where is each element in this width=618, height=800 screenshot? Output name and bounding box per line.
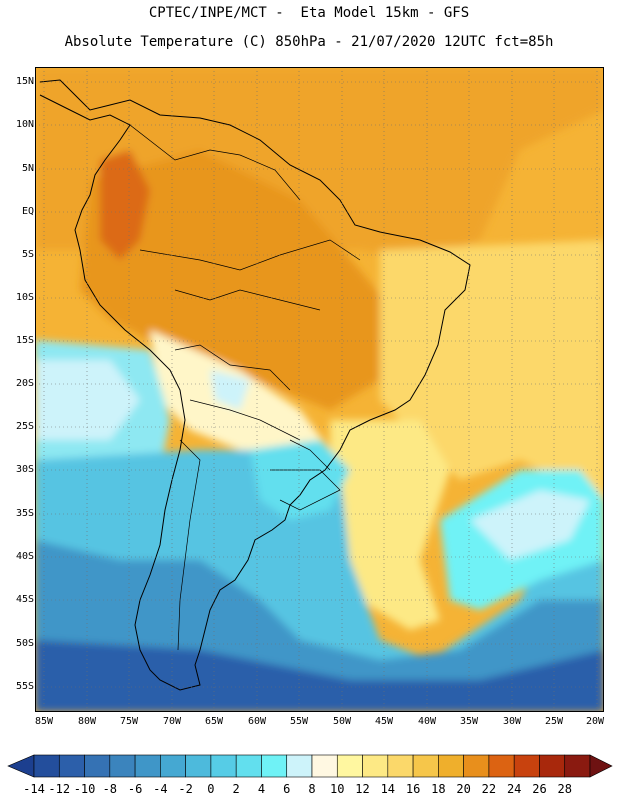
lon-label: 45W xyxy=(374,716,394,727)
field-pale-swirl-core xyxy=(470,490,590,560)
temperature-map xyxy=(35,67,604,712)
colorbar-swatch xyxy=(109,754,136,778)
colorbar-label: 12 xyxy=(355,782,370,796)
color-scale-bar xyxy=(7,754,613,778)
field-hot-andes xyxy=(100,150,150,260)
field-yellow-atlantic xyxy=(380,240,604,500)
lat-label: 45S xyxy=(15,594,34,605)
colorbar-label: -12 xyxy=(48,782,71,796)
colorbar-label: -14 xyxy=(23,782,45,796)
lat-label: 30S xyxy=(15,464,34,475)
colorbar-swatch xyxy=(286,754,313,778)
lon-label: 80W xyxy=(77,716,97,727)
colorbar-swatch xyxy=(311,754,338,778)
lon-label: 30W xyxy=(502,716,522,727)
lon-label: 65W xyxy=(204,716,224,727)
lat-label: EQ xyxy=(21,206,34,217)
colorbar-label: 8 xyxy=(308,782,316,796)
lat-label: 15S xyxy=(15,335,34,346)
title-line-1: CPTEC/INPE/MCT - Eta Model 15km - GFS xyxy=(148,5,470,21)
lat-label: 15N xyxy=(15,76,34,87)
lon-label: 50W xyxy=(332,716,352,727)
colorbar-swatch xyxy=(235,754,262,778)
lon-label: 25W xyxy=(544,716,564,727)
colorbar-swatch xyxy=(84,754,111,778)
lon-label: 70W xyxy=(162,716,182,727)
colorbar-swatch xyxy=(438,754,464,778)
lat-label: 35S xyxy=(15,508,34,519)
colorbar-swatch xyxy=(134,754,161,778)
lat-label: 20S xyxy=(15,378,34,389)
lon-label: 40W xyxy=(417,716,437,727)
colorbar-label: 26 xyxy=(532,782,547,796)
colorbar-swatch xyxy=(58,754,85,778)
continent-outline xyxy=(39,79,471,691)
colorbar-swatch xyxy=(210,754,237,778)
lon-label: 75W xyxy=(119,716,139,727)
colorbar-min-arrow xyxy=(7,754,35,778)
colorbar-swatch xyxy=(387,754,414,778)
lat-label: 25S xyxy=(15,421,34,432)
title-line-2: Absolute Temperature (C) 850hPa - 21/07/… xyxy=(64,34,554,50)
colorbar-swatch xyxy=(261,754,288,778)
colorbar-label: -4 xyxy=(153,782,168,796)
lat-label: 40S xyxy=(15,551,34,562)
lat-label: 5S xyxy=(21,249,34,260)
colorbar-label: 6 xyxy=(283,782,291,796)
field-pale-cyan-chaco xyxy=(210,370,250,410)
field-orange-continent xyxy=(80,150,400,410)
field-cold-south-deeper xyxy=(35,640,604,712)
colorbar-swatch xyxy=(488,754,515,778)
colorbar-swatch xyxy=(564,754,591,778)
colorbar-label: 0 xyxy=(207,782,215,796)
field-light-yellow-coast xyxy=(330,420,450,630)
lon-label: 85W xyxy=(34,716,54,727)
lon-label: 60W xyxy=(247,716,267,727)
lat-label: 55S xyxy=(15,681,34,692)
field-cold-pacific-pale xyxy=(35,360,140,440)
field-cyan-plume xyxy=(250,440,350,520)
lat-label: 10S xyxy=(15,292,34,303)
lat-lon-grid xyxy=(35,67,604,712)
map-border xyxy=(35,67,604,712)
country-borders xyxy=(129,124,361,651)
colorbar-label: 2 xyxy=(232,782,240,796)
colorbar-label: 28 xyxy=(557,782,572,796)
colorbar-label: 24 xyxy=(506,782,522,796)
lon-label: 20W xyxy=(585,716,605,727)
lat-label: 5N xyxy=(21,163,34,174)
lat-label: 50S xyxy=(15,638,34,649)
colorbar-swatch xyxy=(33,754,60,778)
colorbar-label: -8 xyxy=(102,782,118,796)
colorbar-label: 16 xyxy=(405,782,421,796)
colorbar-swatch xyxy=(412,754,439,778)
colorbar-swatch xyxy=(336,754,363,778)
colorbar-label: -6 xyxy=(127,782,143,796)
colorbar-label: 18 xyxy=(431,782,446,796)
colorbar-max-arrow xyxy=(589,754,613,778)
colorbar-label: 14 xyxy=(380,782,396,796)
colorbar-label: 22 xyxy=(481,782,497,796)
colorbar-swatch xyxy=(185,754,212,778)
colorbar-label: 4 xyxy=(257,782,266,796)
lon-label: 35W xyxy=(459,716,479,727)
colorbar-swatch xyxy=(160,754,186,778)
lat-label: 10N xyxy=(15,119,34,130)
colorbar-swatch xyxy=(463,754,490,778)
colorbar-label: -10 xyxy=(73,782,96,796)
colorbar-label: -2 xyxy=(178,782,193,796)
colorbar-swatch xyxy=(362,754,389,778)
colorbar-swatch xyxy=(539,754,566,778)
colorbar-label: 20 xyxy=(456,782,471,796)
colorbar-label: 10 xyxy=(330,782,345,796)
colorbar-swatch xyxy=(513,754,540,778)
lon-label: 55W xyxy=(289,716,309,727)
